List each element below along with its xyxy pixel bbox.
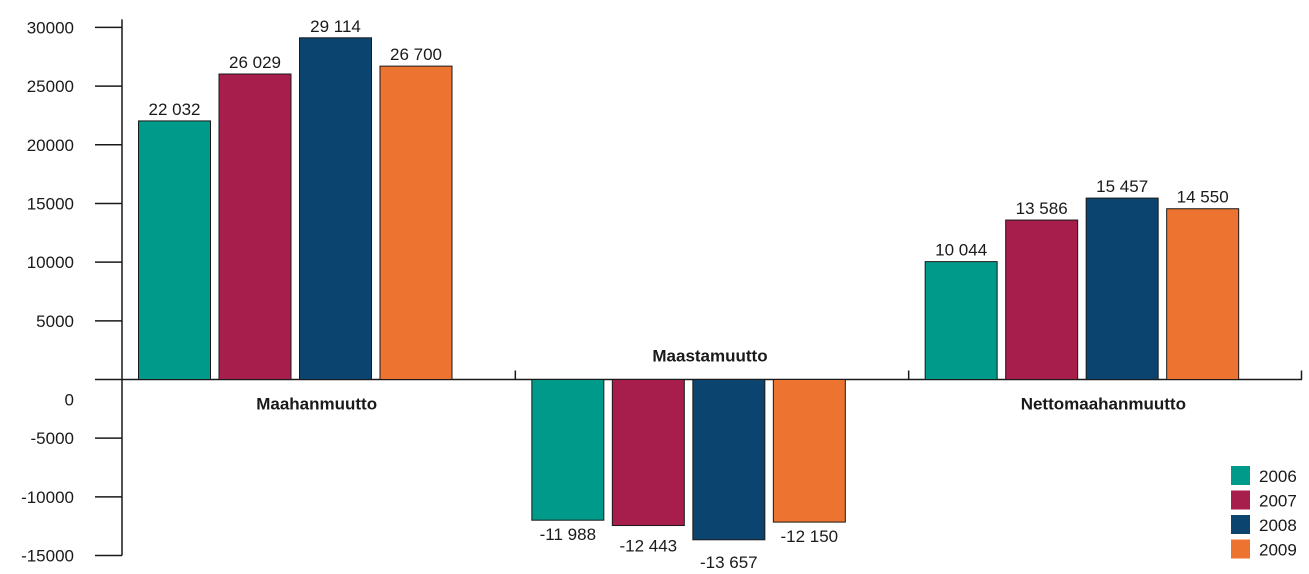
bar-2007-maastamuutto [611, 379, 685, 527]
y-tick-label: -10000 [21, 488, 74, 507]
legend-label: 2006 [1259, 467, 1297, 486]
data-label: 26 700 [390, 45, 442, 64]
y-tick-label: 15000 [27, 194, 74, 213]
y-tick-label: 5000 [36, 312, 74, 331]
data-labels: 22 032 26 029 29 114 26 700 -11 988 -12 443 -1… [149, 17, 1229, 572]
data-label: -12 150 [780, 527, 838, 546]
category-label: Maahanmuutto [256, 395, 377, 414]
y-tick-label: 30000 [27, 18, 74, 37]
legend-label: 2008 [1259, 516, 1297, 535]
legend-label: 2009 [1259, 541, 1297, 560]
data-label: 13 586 [1016, 199, 1068, 218]
legend: 2006 2007 2008 2009 [1231, 466, 1297, 560]
data-label: 26 029 [229, 53, 281, 72]
y-axis-ticks: 30000 25000 20000 15000 10000 5000 0 -5000 -1000… [21, 18, 122, 566]
legend-swatch-2006 [1231, 466, 1250, 485]
y-tick-label: -15000 [21, 547, 74, 566]
bar-2008-maahanmuutto [299, 37, 372, 381]
y-tick-label: 10000 [27, 253, 74, 272]
bar-2006-maastamuutto [531, 379, 605, 521]
category-label: Nettomaahanmuutto [1021, 395, 1186, 414]
bar-2007-maahanmuutto [218, 73, 292, 381]
data-label: 22 032 [149, 100, 201, 119]
bar-2009-nettomaahanmuutto [1166, 208, 1240, 380]
data-label: -12 443 [619, 537, 677, 556]
bar-2006-maahanmuutto [138, 120, 211, 380]
category-labels: Maahanmuutto Maastamuutto Nettomaahanmuutt… [256, 347, 1186, 414]
y-tick-label: 20000 [27, 136, 74, 155]
data-label: -11 988 [540, 525, 596, 544]
data-label: 14 550 [1177, 188, 1229, 207]
data-label: -13 657 [700, 553, 758, 572]
data-label: 29 114 [310, 17, 361, 36]
bar-2008-maastamuutto [692, 379, 766, 541]
bar-2009-maahanmuutto [379, 65, 453, 380]
legend-swatch-2009 [1231, 539, 1250, 559]
y-tick-label: 0 [65, 391, 74, 410]
data-label: 15 457 [1096, 177, 1148, 196]
bar-2007-nettomaahanmuutto [1005, 219, 1079, 380]
bar-2006-nettomaahanmuutto [924, 261, 998, 381]
bar-2009-maastamuutto [772, 379, 846, 523]
legend-swatch-2007 [1231, 490, 1250, 510]
category-label: Maastamuutto [652, 347, 767, 366]
data-label: 10 044 [935, 241, 987, 260]
legend-swatch-2008 [1231, 515, 1250, 534]
legend-label: 2007 [1259, 492, 1297, 511]
bar-2008-nettomaahanmuutto [1085, 197, 1159, 380]
y-tick-label: -5000 [31, 429, 74, 448]
bars [138, 37, 1240, 541]
y-tick-label: 25000 [27, 77, 74, 96]
